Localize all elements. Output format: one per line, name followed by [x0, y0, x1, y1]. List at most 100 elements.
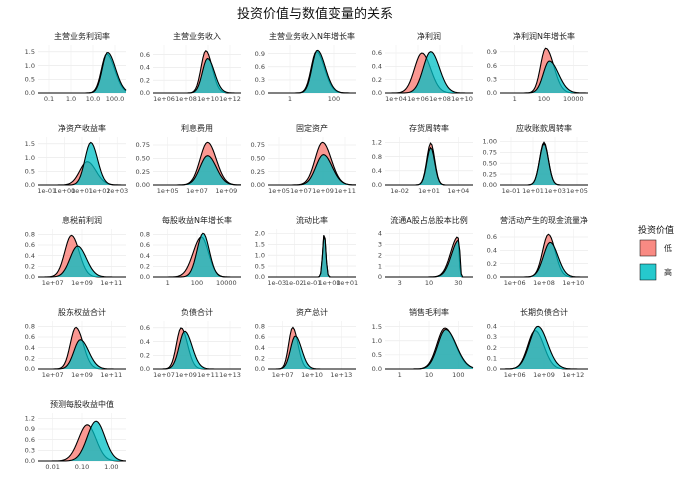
- x-tick-label: 1e-01: [502, 187, 521, 195]
- facet-title: 固定资产: [296, 123, 328, 133]
- y-tick-label: 0.8: [25, 231, 35, 239]
- density-area-low: [38, 424, 126, 461]
- facet-panel: 存货周转率 0.0 0.4 0.8 1.2 1e-02 1e+01 1e+04: [372, 123, 473, 195]
- x-tick-label: 1e+07: [42, 279, 64, 287]
- x-tick-label: 1e+11: [334, 187, 356, 195]
- facet-panel: 净利润 0.0 0.2 0.4 0.6 1e+04 1e+06 1e+08 1e+10: [372, 31, 473, 103]
- y-tick-label: 0.6: [255, 333, 265, 341]
- x-tick-label: 1e+01: [336, 279, 358, 287]
- y-tick-label: 0.4: [372, 63, 382, 71]
- x-tick-label: 1e+09: [533, 371, 555, 379]
- y-tick-label: 0.6: [487, 233, 497, 241]
- x-tick-label: 1e+04: [447, 187, 469, 195]
- x-tick-label: 1: [398, 371, 402, 379]
- facet-title: 利息费用: [181, 123, 213, 133]
- x-tick-label: 10.0: [86, 95, 100, 103]
- x-tick-label: 1: [513, 95, 517, 103]
- density-area-low: [153, 327, 241, 369]
- density-area-high: [385, 329, 473, 369]
- y-tick-label: 0.50: [483, 159, 497, 167]
- x-tick-label: 1e+07: [272, 371, 294, 379]
- y-tick-label: 0.5: [372, 351, 382, 359]
- y-tick-label: 0.2: [487, 344, 497, 352]
- x-tick-label: 1e+08: [175, 95, 197, 103]
- y-tick-label: 0.00: [136, 181, 150, 189]
- y-tick-label: 0.0: [487, 365, 497, 373]
- density-area-high: [153, 155, 241, 185]
- y-tick-label: 0.2: [25, 355, 35, 363]
- x-tick-label: 3: [398, 279, 402, 287]
- x-tick-label: 1e+10: [197, 95, 219, 103]
- x-tick-label: 1: [288, 95, 292, 103]
- y-tick-label: 0.0: [140, 365, 150, 373]
- density-area-high: [38, 142, 126, 185]
- density-area-high: [500, 326, 588, 369]
- y-tick-label: 0.2: [140, 263, 150, 271]
- density-area-high-outline: [153, 232, 241, 278]
- facet-title: 资产总计: [296, 307, 328, 317]
- x-tick-label: 1e+06: [407, 95, 429, 103]
- density-area-high: [268, 336, 356, 369]
- y-tick-label: 0.0: [140, 273, 150, 281]
- y-tick-label: 0.4: [140, 338, 150, 346]
- y-tick-label: 1.2: [372, 139, 382, 147]
- x-tick-label: 1e+10: [451, 95, 473, 103]
- y-tick-label: 0.25: [136, 168, 150, 176]
- x-tick-label: 1e+09: [312, 187, 334, 195]
- y-tick-label: 0.50: [251, 155, 265, 163]
- density-area-high-outline: [500, 60, 589, 94]
- y-tick-label: 0.0: [25, 457, 35, 465]
- density-area-high: [268, 50, 356, 93]
- density-area-high: [500, 143, 588, 185]
- y-tick-label: 0.8: [255, 323, 265, 331]
- facet-panel: 每股收益N年增长率 0.0 0.2 0.4 0.6 0.8 1 100 10000: [140, 215, 241, 287]
- y-tick-label: 0.9: [487, 48, 497, 56]
- x-tick-label: 10000: [216, 279, 237, 287]
- facet-panel: 股东权益合计 0.0 0.2 0.4 0.6 0.8 1e+07 1e+09 1e+11: [25, 307, 126, 379]
- y-tick-label: 0.75: [251, 141, 265, 149]
- y-tick-label: 0.6: [25, 241, 35, 249]
- density-area-high-outline: [268, 49, 356, 94]
- density-area-high-outline: [500, 142, 588, 186]
- x-tick-label: 1e-03: [267, 279, 286, 287]
- x-tick-label: 1e+09: [215, 187, 237, 195]
- x-tick-label: 1e+07: [153, 371, 175, 379]
- y-tick-label: 2.0: [255, 230, 265, 238]
- facet-title: 应收账款周转率: [516, 123, 572, 133]
- legend-label-low: 低: [664, 243, 672, 253]
- x-tick-label: 1e+08: [533, 279, 555, 287]
- density-area-high: [153, 233, 241, 277]
- facet-panel: 销售毛利率 0.0 0.5 1.0 1.5 1 10 100: [372, 307, 474, 379]
- y-tick-label: 0.3: [25, 447, 35, 455]
- y-tick-label: 0.8: [140, 231, 150, 239]
- x-tick-label: 10: [425, 279, 433, 287]
- y-tick-label: 0.0: [487, 89, 497, 97]
- y-tick-label: 0.4: [255, 344, 265, 352]
- y-tick-label: 0.2: [372, 76, 382, 84]
- x-tick-label: 10000: [563, 95, 584, 103]
- y-tick-label: 0.0: [25, 273, 35, 281]
- density-area-high: [500, 242, 588, 277]
- y-tick-label: 0.4: [140, 64, 150, 72]
- y-tick-label: 0.0: [25, 181, 35, 189]
- x-tick-label: 30: [454, 279, 462, 287]
- facet-panel: 净利润N年增长率 0.0 0.3 0.6 0.9 1 100 10000: [487, 31, 589, 103]
- x-tick-label: 1e+00: [53, 187, 75, 195]
- x-tick-label: 1e+13: [219, 371, 241, 379]
- y-tick-label: 1.00: [483, 138, 497, 146]
- x-tick-label: 1.0: [66, 95, 76, 103]
- density-area-high: [385, 147, 473, 185]
- y-tick-label: 0.8: [372, 153, 382, 161]
- y-tick-label: 0.4: [487, 323, 497, 331]
- density-area-high: [385, 51, 473, 93]
- chart-title: 投资价值与数值变量的关系: [237, 6, 393, 22]
- x-tick-label: 1e+12: [562, 371, 584, 379]
- facet-panel: 净资产收益率 0.0 0.5 1.0 1.5 1e-011e+001e+011e+021e…: [25, 123, 128, 195]
- y-tick-label: 0.75: [483, 148, 497, 156]
- density-area-high-outline: [385, 329, 474, 370]
- y-tick-label: 0.0: [372, 89, 382, 97]
- x-tick-label: 1e+09: [71, 371, 93, 379]
- density-area-high: [385, 240, 473, 277]
- x-tick-label: 1e+02: [89, 187, 111, 195]
- x-tick-label: 100.0: [106, 95, 125, 103]
